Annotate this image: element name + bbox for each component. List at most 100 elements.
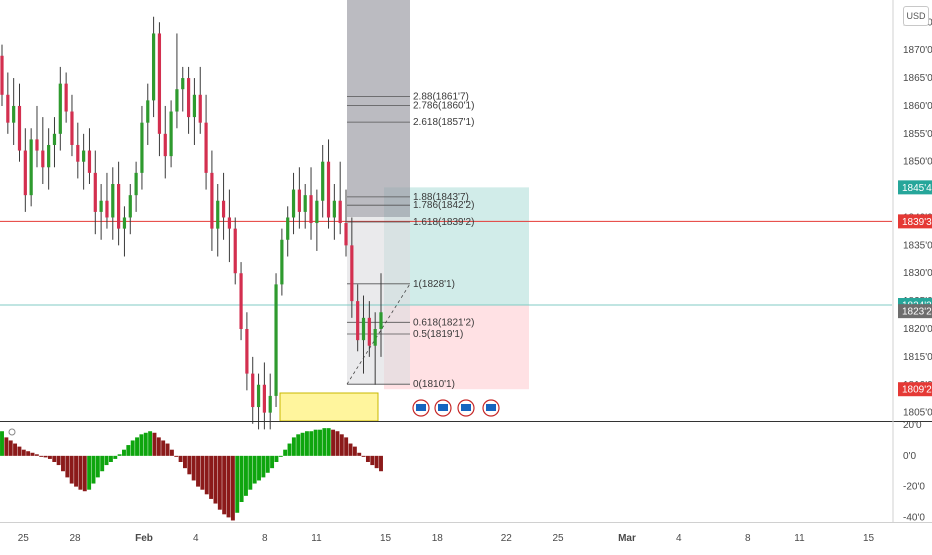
candle-body[interactable]: [198, 94, 202, 123]
candle-body[interactable]: [262, 384, 266, 413]
price-axis-tick-label: 1850'0: [903, 157, 932, 168]
candle-body[interactable]: [256, 384, 261, 408]
candle-body[interactable]: [286, 217, 290, 240]
candle-body[interactable]: [70, 111, 74, 145]
candle-body[interactable]: [309, 195, 313, 224]
candle-body[interactable]: [29, 139, 33, 196]
candle-body[interactable]: [344, 223, 348, 246]
oscillator-bar: [187, 455, 192, 475]
candle-body[interactable]: [233, 228, 237, 274]
time-axis-tick-label: 25: [18, 533, 30, 544]
oscillator-bar: [108, 455, 113, 462]
oscillator-bar: [152, 432, 157, 456]
candle-body[interactable]: [64, 83, 68, 112]
oscillator-bar: [8, 440, 13, 456]
candle-body[interactable]: [23, 150, 27, 196]
candle-body[interactable]: [239, 273, 243, 329]
candle-body[interactable]: [163, 133, 167, 157]
candle-body[interactable]: [6, 94, 10, 123]
candle-body[interactable]: [338, 200, 342, 224]
candle-body[interactable]: [82, 150, 86, 162]
oscillator-bar: [34, 454, 39, 456]
candle-body[interactable]: [35, 139, 39, 151]
candle-body[interactable]: [169, 111, 173, 157]
oscillator-bar: [322, 428, 327, 456]
candle-body[interactable]: [117, 184, 121, 229]
candle-body[interactable]: [186, 78, 191, 118]
candle-body[interactable]: [280, 239, 284, 285]
oscillator-bar: [78, 455, 83, 490]
candle-body[interactable]: [140, 122, 144, 173]
time-axis-tick-label: 15: [380, 533, 392, 544]
candle-body[interactable]: [111, 184, 115, 218]
candle-body[interactable]: [99, 200, 103, 212]
fib-trend-line[interactable]: [346, 283, 411, 385]
candle-body[interactable]: [221, 200, 226, 218]
candle-body[interactable]: [251, 373, 255, 408]
candle-body[interactable]: [151, 33, 156, 101]
candle-body[interactable]: [52, 133, 57, 145]
price-axis-tick-label: 1860'0: [903, 101, 932, 112]
grey-range-block[interactable]: [347, 0, 410, 217]
candle-body[interactable]: [17, 105, 22, 151]
candle-body[interactable]: [332, 200, 336, 218]
candle-body[interactable]: [274, 284, 278, 396]
oscillator-axis-tick-label: 0'0: [903, 451, 916, 462]
candle-body[interactable]: [350, 245, 354, 302]
oscillator-bar: [178, 455, 183, 462]
oscillator-bar: [309, 431, 314, 456]
candle-body[interactable]: [356, 301, 360, 341]
candle-body[interactable]: [297, 189, 301, 212]
candle-body[interactable]: [12, 105, 16, 123]
candle-body[interactable]: [210, 172, 214, 229]
oscillator-marker-icon: [8, 428, 16, 436]
candle-body[interactable]: [268, 395, 272, 413]
oscillator-bar: [143, 432, 148, 456]
price-tag[interactable]: [898, 304, 932, 319]
candle-body[interactable]: [41, 150, 45, 168]
yellow-highlight-box[interactable]: [279, 392, 379, 422]
candle-body[interactable]: [122, 217, 127, 229]
candle-body[interactable]: [303, 195, 307, 212]
candle-body[interactable]: [361, 317, 366, 341]
oscillator-bar: [191, 455, 196, 481]
candle-body[interactable]: [76, 144, 80, 162]
candle-body[interactable]: [192, 94, 197, 118]
candle-body[interactable]: [245, 328, 249, 374]
oscillator-bar: [296, 434, 301, 456]
price-tag[interactable]: [898, 382, 932, 397]
candle-body[interactable]: [321, 161, 325, 201]
candle-body[interactable]: [367, 317, 371, 346]
candle-body[interactable]: [146, 100, 150, 123]
candle-body[interactable]: [58, 83, 62, 134]
candle-body[interactable]: [373, 328, 377, 346]
candle-body[interactable]: [326, 161, 331, 218]
candle-body[interactable]: [379, 312, 383, 329]
candle-body[interactable]: [227, 217, 232, 229]
candle-body[interactable]: [93, 172, 97, 212]
candle-body[interactable]: [157, 33, 162, 134]
candle-body[interactable]: [291, 189, 296, 218]
oscillator-bar: [344, 437, 349, 456]
oscillator-bar: [304, 431, 309, 456]
fib-level-label: 1.88(1843'7): [413, 192, 469, 203]
candle-body[interactable]: [134, 172, 138, 196]
candle-body[interactable]: [128, 195, 132, 218]
candle-body[interactable]: [204, 122, 208, 173]
candle-body[interactable]: [47, 144, 51, 168]
oscillator-bar: [235, 455, 240, 513]
candle-body[interactable]: [216, 200, 220, 229]
price-tag[interactable]: [898, 180, 932, 195]
candle-body[interactable]: [315, 200, 319, 224]
candle-body[interactable]: [175, 89, 179, 112]
candle-body[interactable]: [105, 200, 109, 218]
candle-body[interactable]: [87, 150, 92, 173]
candle-body[interactable]: [181, 78, 185, 90]
price-tag[interactable]: [898, 214, 932, 229]
candle-body[interactable]: [0, 55, 4, 95]
currency-button[interactable]: USD: [903, 6, 929, 26]
oscillator-bar: [274, 455, 279, 462]
oscillator-bar: [339, 434, 344, 456]
